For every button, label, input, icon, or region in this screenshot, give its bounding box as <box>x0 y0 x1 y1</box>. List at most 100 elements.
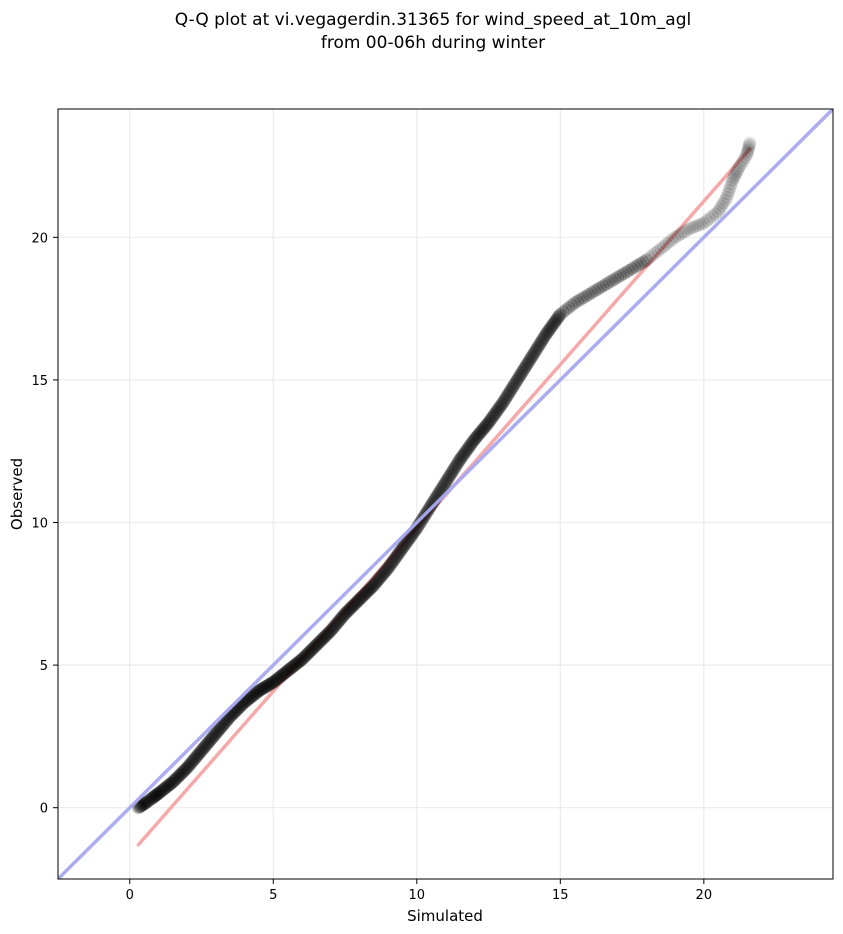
qq-point <box>270 672 284 686</box>
qq-point <box>327 620 341 634</box>
chart-title-line-2: from 00-06h during winter <box>321 33 545 53</box>
qq-point <box>170 771 184 785</box>
qq-point <box>494 399 508 413</box>
qq-point <box>139 795 153 809</box>
qq-point <box>730 164 744 178</box>
qq-point <box>700 214 714 228</box>
qq-point <box>346 599 360 613</box>
qq-point <box>507 378 521 392</box>
x-tick-label: 0 <box>126 888 134 903</box>
qq-point <box>244 690 258 704</box>
qq-point <box>478 419 492 433</box>
qq-point <box>250 685 264 699</box>
qq-point <box>363 582 377 596</box>
qq-point <box>255 682 269 696</box>
qq-point <box>336 609 350 623</box>
qq-point <box>338 607 352 621</box>
qq-point <box>441 472 455 486</box>
qq-point <box>571 294 585 308</box>
qq-point <box>372 572 386 586</box>
qq-point <box>157 782 171 796</box>
qq-point <box>302 645 316 659</box>
qq-point <box>246 689 260 703</box>
qq-point <box>537 331 551 345</box>
qq-point <box>685 221 699 235</box>
qq-point <box>147 790 161 803</box>
qq-point <box>677 225 691 239</box>
qq-point <box>559 303 573 317</box>
qq-point <box>735 156 749 170</box>
qq-point <box>282 663 296 677</box>
qq-point <box>299 648 313 662</box>
qq-point <box>211 724 225 738</box>
qq-point <box>365 580 379 594</box>
qq-point <box>573 293 587 307</box>
qq-point <box>155 784 169 798</box>
qq-point <box>487 409 501 423</box>
qq-point <box>460 443 474 457</box>
qq-point <box>588 284 602 298</box>
qq-point <box>645 249 659 263</box>
qq-point <box>449 459 463 473</box>
qq-point <box>519 358 533 372</box>
qq-point <box>527 347 541 361</box>
qq-point <box>172 769 186 783</box>
qq-point <box>742 139 756 153</box>
qq-point <box>445 466 459 480</box>
qq-point <box>533 337 547 351</box>
qq-points <box>131 136 757 815</box>
qq-point <box>362 583 376 597</box>
qq-point <box>414 515 428 529</box>
qq-point <box>268 674 282 688</box>
qq-point <box>320 628 334 642</box>
qq-point <box>605 274 619 288</box>
qq-point <box>295 652 309 666</box>
qq-point <box>200 738 214 752</box>
qq-point <box>377 566 391 580</box>
qq-point <box>219 714 233 728</box>
qq-point <box>483 414 497 428</box>
qq-point <box>680 223 694 237</box>
qq-point <box>523 353 537 367</box>
qq-point <box>500 389 514 403</box>
qq-point <box>355 589 369 603</box>
qq-point <box>637 255 651 269</box>
qq-point <box>190 749 204 763</box>
x-tick-label: 15 <box>552 888 569 903</box>
qq-point <box>380 562 394 576</box>
qq-point <box>501 388 515 402</box>
qq-point <box>391 547 405 561</box>
qq-point <box>296 651 310 665</box>
qq-point <box>329 618 343 632</box>
qq-point <box>371 573 385 587</box>
qq-point <box>723 180 737 194</box>
qq-point <box>622 263 636 277</box>
qq-point <box>257 681 271 695</box>
qq-point <box>383 558 397 572</box>
qq-point <box>576 291 590 305</box>
qq-point <box>199 739 213 753</box>
qq-point <box>359 586 373 600</box>
qq-point <box>373 571 387 585</box>
qq-point <box>136 797 150 811</box>
qq-point <box>166 775 180 789</box>
qq-point <box>279 665 293 679</box>
qq-point <box>171 770 185 784</box>
qq-point <box>178 763 192 777</box>
qq-point <box>175 766 189 780</box>
qq-point <box>306 641 320 655</box>
qq-point <box>311 636 325 650</box>
qq-point <box>727 171 741 185</box>
qq-point <box>530 342 544 356</box>
qq-point <box>513 368 527 382</box>
qq-point <box>187 752 201 766</box>
axis-ticks: 0 5 10 15 20 0 5 10 15 20 <box>31 231 712 903</box>
qq-point <box>313 634 327 648</box>
qq-point <box>350 595 364 609</box>
qq-point <box>300 647 314 661</box>
qq-point <box>387 553 401 567</box>
qq-point <box>521 357 535 371</box>
qq-point <box>729 166 743 180</box>
qq-point <box>215 719 229 733</box>
qq-point <box>457 447 471 461</box>
